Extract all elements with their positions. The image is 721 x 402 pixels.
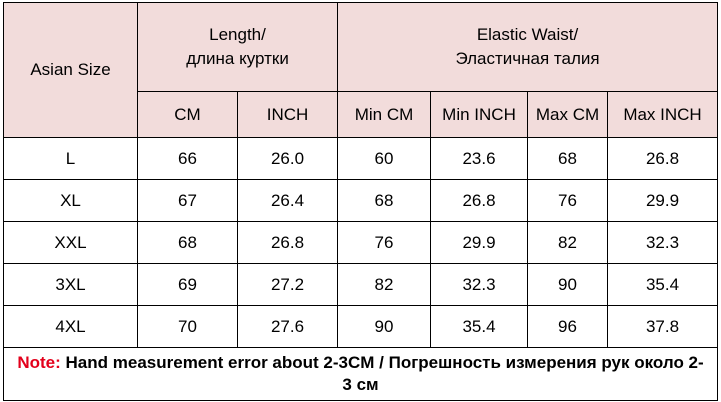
- value-cell: 37.8: [607, 305, 719, 348]
- table-row: XXL 68 26.8 76 29.9 82 32.3: [3, 221, 719, 264]
- value-cell: 32.3: [430, 263, 529, 306]
- header-text: Length/: [209, 25, 266, 44]
- value-cell: 96: [527, 305, 609, 348]
- value-cell: 26.8: [236, 221, 339, 264]
- value-cell: 23.6: [430, 137, 529, 180]
- header-cell: Length/длина куртки: [136, 2, 339, 92]
- value-cell: 66: [137, 137, 238, 180]
- column-header: Max INCH: [607, 91, 719, 138]
- table-row: XL 67 26.4 68 26.8 76 29.9: [3, 179, 719, 222]
- column-header: CM: [137, 91, 238, 138]
- table-row: L 66 26.0 60 23.6 68 26.8: [3, 137, 719, 180]
- value-cell: 27.2: [236, 263, 339, 306]
- header-text: длина куртки: [186, 49, 289, 68]
- column-header: Min CM: [337, 91, 432, 138]
- note-text: Hand measurement error about 2-3CM / Пог…: [65, 353, 704, 394]
- size-cell: XL: [3, 179, 138, 222]
- value-cell: 29.9: [430, 221, 529, 264]
- size-cell: 3XL: [3, 263, 138, 306]
- header-row: Asian Size Length/длина куртки Elastic W…: [3, 2, 719, 138]
- table-row: 3XL 69 27.2 82 32.3 90 35.4: [3, 263, 719, 306]
- value-cell: 35.4: [607, 263, 719, 306]
- size-cell: 4XL: [3, 305, 138, 348]
- header-text: Elastic Waist/: [476, 25, 579, 44]
- note-label: Note:: [17, 353, 61, 372]
- value-cell: 70: [137, 305, 238, 348]
- header-cell: Elastic Waist/Эластичная талия: [337, 2, 719, 92]
- value-cell: 32.3: [607, 221, 719, 264]
- value-cell: 82: [527, 221, 609, 264]
- header-cell: Asian Size: [3, 2, 138, 138]
- note-row: Note: Hand measurement error about 2-3CM…: [2, 347, 719, 401]
- value-cell: 90: [527, 263, 609, 306]
- value-cell: 82: [337, 263, 432, 306]
- value-cell: 76: [527, 179, 609, 222]
- column-header: Min INCH: [430, 91, 529, 138]
- column-header: Max CM: [527, 91, 609, 138]
- value-cell: 26.4: [236, 179, 339, 222]
- header-text: Asian Size: [30, 60, 111, 79]
- table-row: 4XL 70 27.6 90 35.4 96 37.8: [3, 305, 719, 348]
- value-cell: 76: [337, 221, 432, 264]
- value-cell: 68: [337, 179, 432, 222]
- value-cell: 69: [137, 263, 238, 306]
- size-cell: XXL: [3, 221, 138, 264]
- value-cell: 67: [137, 179, 238, 222]
- value-cell: 60: [337, 137, 432, 180]
- value-cell: 68: [527, 137, 609, 180]
- column-header: INCH: [236, 91, 339, 138]
- note-cell: Note: Hand measurement error about 2-3CM…: [2, 347, 719, 401]
- subheader-row: CM INCH Min CM Min INCH Max CM Max INCH: [4, 91, 719, 138]
- value-cell: 68: [137, 221, 238, 264]
- value-cell: 26.8: [430, 179, 529, 222]
- value-cell: 35.4: [430, 305, 529, 348]
- size-cell: L: [3, 137, 138, 180]
- value-cell: 29.9: [607, 179, 719, 222]
- value-cell: 27.6: [236, 305, 339, 348]
- header-text: Эластичная талия: [455, 49, 600, 68]
- value-cell: 26.8: [607, 137, 719, 180]
- value-cell: 26.0: [236, 137, 339, 180]
- value-cell: 90: [337, 305, 432, 348]
